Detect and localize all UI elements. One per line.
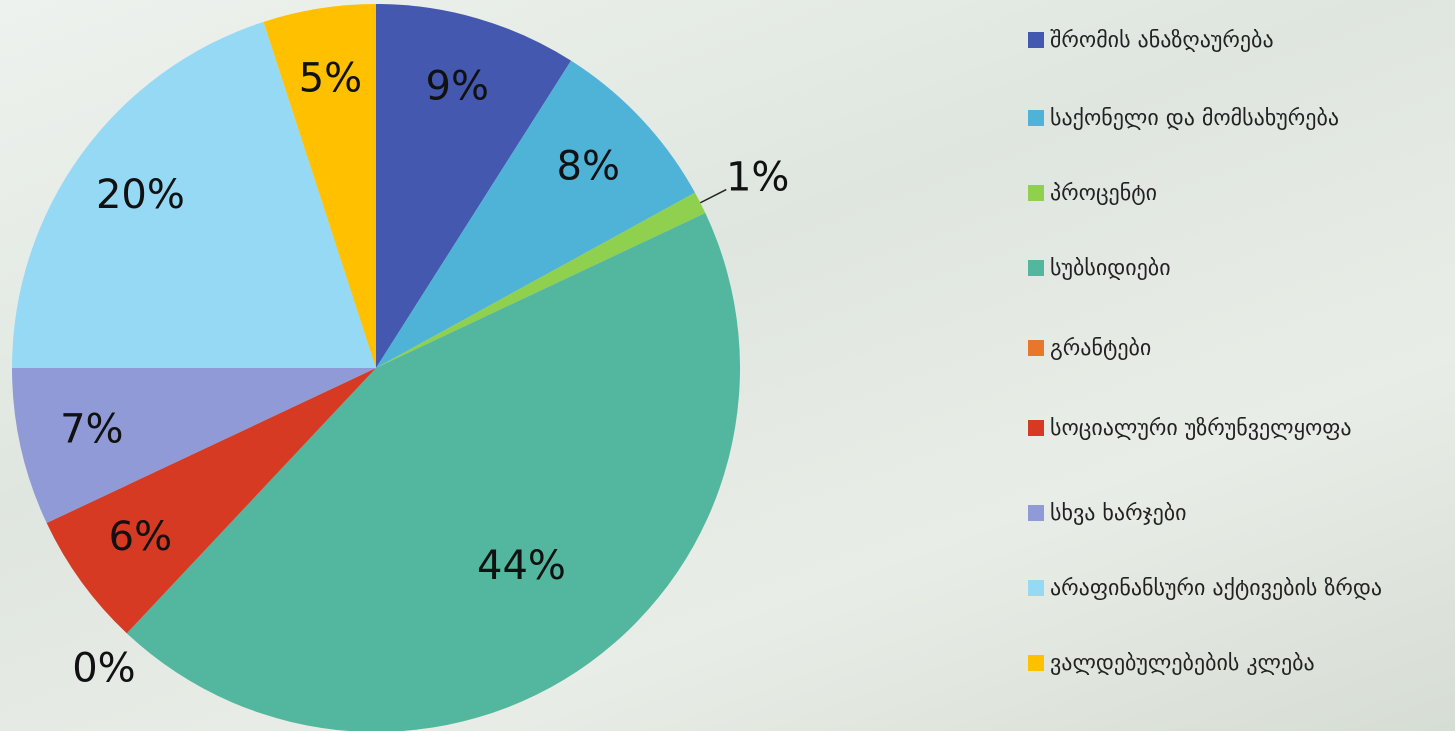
pie-slice (263, 4, 376, 368)
pie-slice (376, 192, 706, 368)
pie-slice (12, 368, 376, 523)
leader-line (699, 188, 727, 204)
data-label: 5% (299, 55, 362, 101)
legend-swatch (1028, 32, 1044, 48)
legend-swatch (1028, 340, 1044, 356)
legend-label: შრომის ანაზღაურება (1050, 28, 1274, 53)
data-label: 6% (109, 514, 172, 560)
legend-label: სხვა ხარჯები (1050, 501, 1187, 526)
legend-swatch (1028, 655, 1044, 671)
legend-item: არაფინანსური აქტივების ზრდა (1028, 572, 1448, 606)
pie-slice (126, 213, 740, 731)
legend-swatch (1028, 185, 1044, 201)
data-label: 9% (426, 63, 489, 109)
legend-label: პროცენტი (1050, 181, 1157, 206)
data-label: 8% (557, 144, 620, 190)
data-label: 20% (96, 172, 185, 218)
pie-slice (12, 21, 376, 368)
legend-item: სოციალური უზრუნველყოფა (1028, 412, 1448, 446)
legend-label: სოციალური უზრუნველყოფა (1050, 416, 1352, 441)
legend-item: ვალდებულებების კლება (1028, 647, 1448, 681)
legend-label: საქონელი და მომსახურება (1050, 106, 1340, 131)
pie-slice (46, 368, 377, 634)
legend-item: პროცენტი (1028, 177, 1448, 211)
legend-swatch (1028, 420, 1044, 436)
legend-label: ვალდებულებების კლება (1050, 651, 1315, 676)
legend-swatch (1028, 260, 1044, 276)
legend-label: არაფინანსური აქტივების ზრდა (1050, 576, 1383, 601)
data-label: 1% (726, 155, 789, 201)
legend-item: გრანტები (1028, 332, 1448, 366)
legend-swatch (1028, 505, 1044, 521)
legend-item: სუბსიდიები (1028, 252, 1448, 286)
legend-item: საქონელი და მომსახურება (1028, 102, 1448, 136)
data-label: 44% (477, 543, 566, 589)
legend-swatch (1028, 110, 1044, 126)
data-label: 7% (60, 407, 123, 453)
legend-label: გრანტები (1050, 336, 1152, 361)
legend-label: სუბსიდიები (1050, 256, 1171, 281)
legend-item: სხვა ხარჯები (1028, 497, 1448, 531)
legend-item: შრომის ანაზღაურება (1028, 24, 1448, 58)
data-label: 0% (72, 645, 135, 691)
pie-slice (376, 60, 695, 368)
legend-swatch (1028, 580, 1044, 596)
pie-slice (376, 4, 572, 368)
